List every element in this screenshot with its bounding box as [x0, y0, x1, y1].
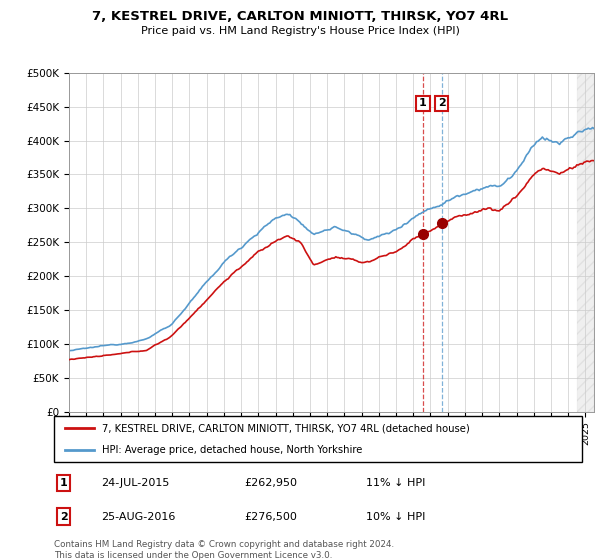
Text: 2: 2 — [59, 512, 67, 521]
Text: HPI: Average price, detached house, North Yorkshire: HPI: Average price, detached house, Nort… — [101, 445, 362, 455]
Text: 7, KESTREL DRIVE, CARLTON MINIOTT, THIRSK, YO7 4RL: 7, KESTREL DRIVE, CARLTON MINIOTT, THIRS… — [92, 10, 508, 23]
Text: 11% ↓ HPI: 11% ↓ HPI — [365, 478, 425, 488]
Text: 1: 1 — [59, 478, 67, 488]
Text: 10% ↓ HPI: 10% ↓ HPI — [365, 512, 425, 521]
Text: £276,500: £276,500 — [244, 512, 297, 521]
Text: Contains HM Land Registry data © Crown copyright and database right 2024.
This d: Contains HM Land Registry data © Crown c… — [54, 540, 394, 560]
Text: £262,950: £262,950 — [244, 478, 297, 488]
Text: 25-AUG-2016: 25-AUG-2016 — [101, 512, 176, 521]
Text: 2: 2 — [438, 99, 446, 108]
Text: Price paid vs. HM Land Registry's House Price Index (HPI): Price paid vs. HM Land Registry's House … — [140, 26, 460, 36]
Text: 1: 1 — [419, 99, 427, 108]
Text: 24-JUL-2015: 24-JUL-2015 — [101, 478, 170, 488]
FancyBboxPatch shape — [54, 416, 582, 462]
Text: 7, KESTREL DRIVE, CARLTON MINIOTT, THIRSK, YO7 4RL (detached house): 7, KESTREL DRIVE, CARLTON MINIOTT, THIRS… — [101, 423, 469, 433]
